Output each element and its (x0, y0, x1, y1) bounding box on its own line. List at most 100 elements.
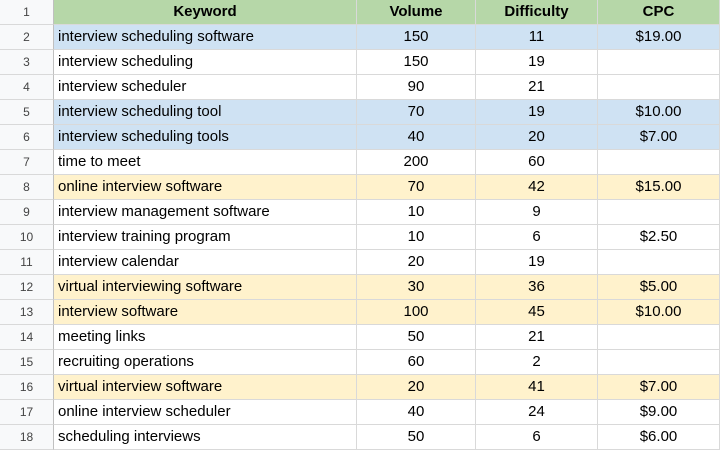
difficulty-cell[interactable]: 20 (476, 125, 598, 150)
table-row: 16 virtual interview software 20 41 $7.00 (0, 375, 720, 400)
cpc-cell[interactable]: $15.00 (598, 175, 720, 200)
volume-cell[interactable]: 60 (357, 350, 476, 375)
keyword-cell[interactable]: recruiting operations (54, 350, 357, 375)
column-header-cpc[interactable]: CPC (598, 0, 720, 25)
row-header[interactable]: 17 (0, 400, 54, 425)
keyword-cell[interactable]: interview software (54, 300, 357, 325)
volume-cell[interactable]: 20 (357, 250, 476, 275)
table-row: 15 recruiting operations 60 2 (0, 350, 720, 375)
table-row: 13 interview software 100 45 $10.00 (0, 300, 720, 325)
table-row: 10 interview training program 10 6 $2.50 (0, 225, 720, 250)
row-header[interactable]: 7 (0, 150, 54, 175)
difficulty-cell[interactable]: 9 (476, 200, 598, 225)
keyword-cell[interactable]: interview management software (54, 200, 357, 225)
volume-cell[interactable]: 100 (357, 300, 476, 325)
volume-cell[interactable]: 90 (357, 75, 476, 100)
keyword-cell[interactable]: interview scheduling software (54, 25, 357, 50)
cpc-cell[interactable]: $10.00 (598, 100, 720, 125)
cpc-cell[interactable] (598, 250, 720, 275)
cpc-cell[interactable]: $10.00 (598, 300, 720, 325)
keyword-cell[interactable]: interview calendar (54, 250, 357, 275)
volume-cell[interactable]: 40 (357, 400, 476, 425)
row-header[interactable]: 8 (0, 175, 54, 200)
difficulty-cell[interactable]: 36 (476, 275, 598, 300)
difficulty-cell[interactable]: 11 (476, 25, 598, 50)
difficulty-cell[interactable]: 19 (476, 100, 598, 125)
row-header[interactable]: 14 (0, 325, 54, 350)
row-header[interactable]: 1 (0, 0, 54, 25)
cpc-cell[interactable]: $5.00 (598, 275, 720, 300)
cpc-cell[interactable] (598, 150, 720, 175)
cpc-cell[interactable] (598, 200, 720, 225)
volume-cell[interactable]: 20 (357, 375, 476, 400)
cpc-cell[interactable]: $7.00 (598, 125, 720, 150)
cpc-cell[interactable]: $19.00 (598, 25, 720, 50)
column-header-difficulty[interactable]: Difficulty (476, 0, 598, 25)
volume-cell[interactable]: 150 (357, 50, 476, 75)
keyword-cell[interactable]: interview scheduler (54, 75, 357, 100)
keyword-cell[interactable]: time to meet (54, 150, 357, 175)
difficulty-cell[interactable]: 19 (476, 50, 598, 75)
row-header[interactable]: 9 (0, 200, 54, 225)
cpc-cell[interactable]: $2.50 (598, 225, 720, 250)
keyword-cell[interactable]: online interview scheduler (54, 400, 357, 425)
volume-cell[interactable]: 10 (357, 225, 476, 250)
row-header[interactable]: 13 (0, 300, 54, 325)
keyword-cell[interactable]: interview scheduling tool (54, 100, 357, 125)
difficulty-cell[interactable]: 19 (476, 250, 598, 275)
difficulty-cell[interactable]: 21 (476, 75, 598, 100)
keyword-cell[interactable]: interview scheduling tools (54, 125, 357, 150)
difficulty-cell[interactable]: 6 (476, 425, 598, 450)
difficulty-cell[interactable]: 2 (476, 350, 598, 375)
volume-cell[interactable]: 10 (357, 200, 476, 225)
cpc-cell[interactable] (598, 75, 720, 100)
row-header[interactable]: 15 (0, 350, 54, 375)
cpc-cell[interactable]: $6.00 (598, 425, 720, 450)
keyword-cell[interactable]: virtual interview software (54, 375, 357, 400)
keyword-cell[interactable]: meeting links (54, 325, 357, 350)
difficulty-cell[interactable]: 45 (476, 300, 598, 325)
table-row: 8 online interview software 70 42 $15.00 (0, 175, 720, 200)
table-row: 9 interview management software 10 9 (0, 200, 720, 225)
volume-cell[interactable]: 70 (357, 175, 476, 200)
difficulty-cell[interactable]: 42 (476, 175, 598, 200)
row-header[interactable]: 4 (0, 75, 54, 100)
volume-cell[interactable]: 200 (357, 150, 476, 175)
row-header[interactable]: 12 (0, 275, 54, 300)
volume-cell[interactable]: 70 (357, 100, 476, 125)
difficulty-cell[interactable]: 24 (476, 400, 598, 425)
difficulty-cell[interactable]: 41 (476, 375, 598, 400)
row-header[interactable]: 10 (0, 225, 54, 250)
cpc-cell[interactable]: $9.00 (598, 400, 720, 425)
keyword-cell[interactable]: interview training program (54, 225, 357, 250)
cpc-cell[interactable] (598, 350, 720, 375)
table-row: 18 scheduling interviews 50 6 $6.00 (0, 425, 720, 450)
difficulty-cell[interactable]: 60 (476, 150, 598, 175)
volume-cell[interactable]: 30 (357, 275, 476, 300)
cpc-cell[interactable] (598, 325, 720, 350)
cpc-cell[interactable] (598, 50, 720, 75)
keyword-cell[interactable]: scheduling interviews (54, 425, 357, 450)
table-row: 3 interview scheduling 150 19 (0, 50, 720, 75)
row-header[interactable]: 3 (0, 50, 54, 75)
row-header[interactable]: 2 (0, 25, 54, 50)
row-header[interactable]: 6 (0, 125, 54, 150)
difficulty-cell[interactable]: 6 (476, 225, 598, 250)
volume-cell[interactable]: 50 (357, 325, 476, 350)
column-header-volume[interactable]: Volume (357, 0, 476, 25)
table-row: 14 meeting links 50 21 (0, 325, 720, 350)
column-header-keyword[interactable]: Keyword (54, 0, 357, 25)
row-header[interactable]: 18 (0, 425, 54, 450)
difficulty-cell[interactable]: 21 (476, 325, 598, 350)
volume-cell[interactable]: 150 (357, 25, 476, 50)
row-header[interactable]: 16 (0, 375, 54, 400)
row-header[interactable]: 5 (0, 100, 54, 125)
row-header[interactable]: 11 (0, 250, 54, 275)
cpc-cell[interactable]: $7.00 (598, 375, 720, 400)
keyword-cell[interactable]: virtual interviewing software (54, 275, 357, 300)
keyword-cell[interactable]: interview scheduling (54, 50, 357, 75)
keyword-cell[interactable]: online interview software (54, 175, 357, 200)
volume-cell[interactable]: 40 (357, 125, 476, 150)
table-row: 7 time to meet 200 60 (0, 150, 720, 175)
volume-cell[interactable]: 50 (357, 425, 476, 450)
